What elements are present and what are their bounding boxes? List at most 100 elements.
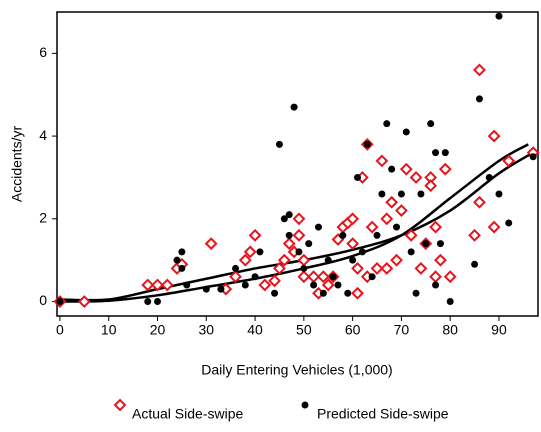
data-point bbox=[256, 248, 264, 256]
x-axis-label: Daily Entering Vehicles (1,000) bbox=[201, 362, 392, 378]
data-point bbox=[346, 237, 360, 251]
data-point bbox=[424, 179, 438, 193]
data-point bbox=[292, 212, 306, 226]
data-point bbox=[178, 248, 186, 256]
y-tick-label: 6 bbox=[39, 44, 47, 60]
data-point bbox=[407, 248, 415, 256]
data-point bbox=[151, 278, 164, 292]
data-point bbox=[495, 190, 503, 198]
data-point bbox=[316, 270, 330, 284]
x-tick-label: 40 bbox=[247, 322, 263, 338]
trend-curve bbox=[59, 151, 534, 302]
y-tick-label: 4 bbox=[39, 127, 47, 143]
data-point bbox=[443, 270, 457, 284]
data-point bbox=[385, 195, 399, 209]
data-point bbox=[412, 289, 420, 297]
data-point bbox=[414, 262, 428, 275]
data-point bbox=[446, 298, 454, 306]
data-point bbox=[329, 273, 337, 281]
data-point bbox=[393, 223, 401, 231]
x-tick-label: 20 bbox=[150, 322, 166, 338]
data-point bbox=[468, 228, 481, 242]
data-point bbox=[487, 220, 501, 234]
data-point bbox=[373, 231, 381, 239]
data-point bbox=[346, 212, 360, 226]
x-tick-label: 50 bbox=[296, 322, 312, 338]
data-point bbox=[475, 95, 483, 103]
data-point bbox=[390, 253, 403, 267]
plot-frame bbox=[56, 11, 539, 317]
data-point bbox=[495, 12, 503, 20]
trend-curve bbox=[59, 143, 529, 303]
data-point bbox=[319, 289, 327, 297]
legend-label: Actual Side-swipe bbox=[132, 406, 243, 422]
data-point bbox=[380, 262, 394, 275]
data-point bbox=[290, 103, 298, 111]
data-point bbox=[473, 195, 486, 209]
data-point bbox=[310, 281, 318, 289]
data-point bbox=[314, 223, 322, 231]
data-point bbox=[238, 253, 252, 267]
data-point bbox=[409, 171, 423, 184]
data-point bbox=[141, 278, 155, 292]
data-point bbox=[321, 278, 335, 292]
x-tick-label: 90 bbox=[491, 322, 507, 338]
data-point bbox=[273, 262, 286, 275]
x-tick-label: 70 bbox=[394, 322, 410, 338]
data-point bbox=[432, 149, 440, 157]
data-point bbox=[365, 220, 379, 234]
data-point bbox=[77, 295, 91, 308]
data-point bbox=[487, 129, 501, 143]
data-point bbox=[404, 228, 418, 242]
data-point bbox=[383, 120, 391, 128]
data-point bbox=[229, 270, 242, 284]
data-point bbox=[354, 173, 362, 181]
y-tick-label: 0 bbox=[39, 292, 47, 308]
data-point bbox=[432, 281, 440, 289]
data-point bbox=[204, 237, 218, 251]
data-point bbox=[422, 240, 430, 248]
data-point bbox=[173, 256, 181, 264]
data-point bbox=[358, 248, 366, 256]
data-point bbox=[505, 219, 513, 227]
data-point bbox=[305, 240, 313, 248]
data-point bbox=[282, 237, 296, 251]
data-point bbox=[271, 289, 279, 297]
data-point bbox=[178, 264, 186, 272]
data-point bbox=[380, 212, 394, 226]
data-point bbox=[438, 162, 452, 176]
legend-label: Predicted Side-swipe bbox=[317, 406, 449, 422]
data-point bbox=[529, 153, 537, 161]
data-point bbox=[388, 165, 396, 173]
data-point bbox=[324, 256, 332, 264]
data-point bbox=[349, 256, 357, 264]
data-point bbox=[292, 228, 306, 242]
data-point bbox=[402, 128, 410, 136]
data-point bbox=[417, 190, 425, 198]
data-point bbox=[427, 120, 435, 128]
y-axis-label: Accidents/yr bbox=[9, 126, 25, 203]
data-point bbox=[370, 262, 384, 275]
data-point bbox=[471, 260, 479, 268]
data-point bbox=[268, 274, 281, 288]
x-tick-label: 0 bbox=[56, 322, 64, 338]
legend-marker bbox=[113, 398, 127, 412]
data-point bbox=[202, 285, 210, 293]
data-point bbox=[378, 190, 386, 198]
data-point bbox=[300, 264, 308, 272]
data-point bbox=[394, 204, 408, 217]
x-tick-label: 30 bbox=[198, 322, 214, 338]
data-point bbox=[258, 278, 272, 292]
data-point bbox=[232, 264, 240, 272]
data-point bbox=[275, 140, 283, 148]
data-point bbox=[56, 298, 64, 306]
data-point bbox=[429, 220, 442, 234]
data-point bbox=[375, 154, 389, 168]
data-point bbox=[502, 154, 516, 168]
data-point bbox=[485, 173, 493, 181]
data-point bbox=[351, 286, 364, 300]
data-point bbox=[285, 211, 293, 219]
data-point bbox=[397, 190, 405, 198]
data-point bbox=[248, 228, 262, 242]
